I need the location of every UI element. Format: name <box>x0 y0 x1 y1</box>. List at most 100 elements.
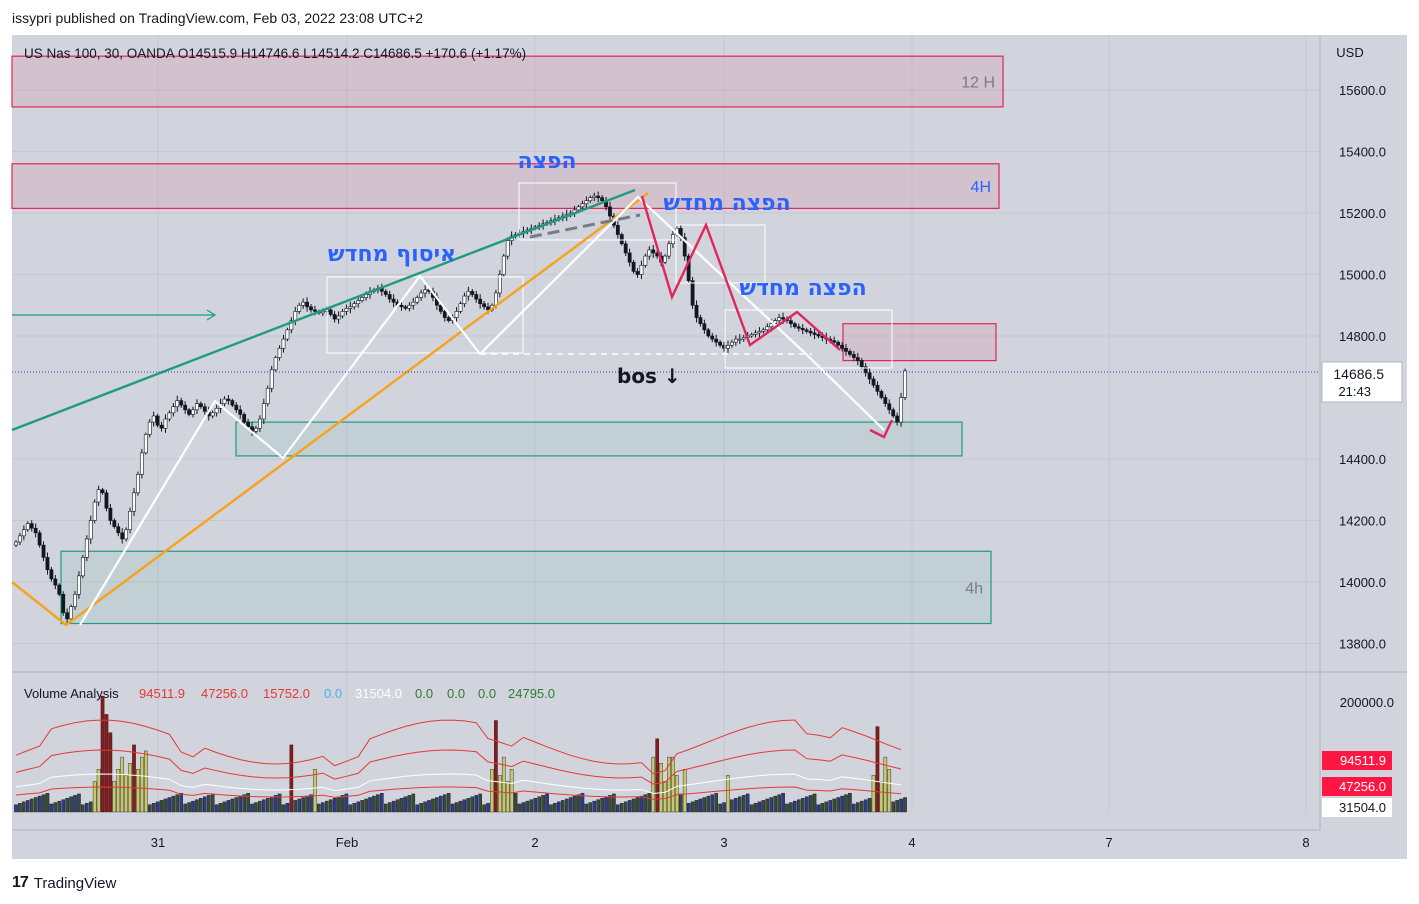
volume-bar <box>726 775 730 813</box>
volume-bar <box>800 798 805 813</box>
volume-bar <box>446 792 451 813</box>
candle-body <box>139 452 144 475</box>
volume-bar <box>501 756 506 813</box>
volume-bar <box>584 803 589 813</box>
volume-bar <box>486 803 490 813</box>
volume-bar <box>899 798 903 813</box>
candle-body <box>446 317 451 321</box>
volume-bar <box>124 775 128 813</box>
candle-body <box>663 255 667 263</box>
volume-bar <box>246 792 250 813</box>
volume-bar <box>187 802 191 813</box>
candle-body <box>73 593 77 607</box>
volume-bar <box>667 756 671 813</box>
volume-bar <box>242 794 246 813</box>
volume-bar <box>808 795 813 813</box>
candle-body <box>151 415 156 423</box>
volume-bar <box>852 803 856 813</box>
volume-bar <box>781 792 785 813</box>
candle-body <box>136 474 140 494</box>
volume-bar <box>631 798 636 813</box>
volume-bar <box>301 797 305 813</box>
candle-body <box>273 357 278 371</box>
candle-body <box>195 403 199 411</box>
candle-body <box>895 415 900 423</box>
volume-bar <box>336 796 341 813</box>
volume-header-value: 0.0 <box>447 686 465 701</box>
volume-bar <box>604 796 608 813</box>
candle-body <box>309 306 313 311</box>
volume-bar <box>352 803 357 813</box>
candle-body <box>608 206 612 217</box>
candle-body <box>494 292 498 306</box>
candle-body <box>643 255 648 266</box>
volume-bar <box>682 769 687 813</box>
candle-body <box>407 304 412 309</box>
volume-bar <box>836 797 840 813</box>
candle-body <box>863 366 868 374</box>
candle-body <box>851 354 856 358</box>
candle-body <box>486 306 490 311</box>
volume-bar <box>616 804 620 813</box>
volume-bar <box>494 720 498 813</box>
range-box <box>518 182 677 241</box>
volume-bar <box>773 795 777 813</box>
volume-bar <box>513 792 518 813</box>
candle-body <box>356 300 361 305</box>
volume-bar <box>391 800 396 813</box>
candle-body <box>474 294 479 300</box>
candle-body <box>423 289 427 294</box>
candle-body <box>104 492 109 509</box>
annotations: הפצה הפצה מחדש איסוף מחדש הפצה מחדש bos ↓ <box>328 149 867 388</box>
volume-bar <box>659 763 663 813</box>
candle-body <box>143 434 148 454</box>
candle-body <box>45 557 50 571</box>
volume-price-tag <box>1322 751 1392 770</box>
candle-body <box>277 347 282 358</box>
volume-bar <box>730 799 734 813</box>
volume-bar <box>844 794 848 813</box>
volume-bar <box>132 744 136 813</box>
candle-body <box>84 538 89 558</box>
volume-price-tag <box>1322 777 1392 796</box>
price-tick: 15000.0 <box>1339 268 1386 283</box>
volume-bar <box>104 714 109 813</box>
volume-bar <box>53 802 58 813</box>
candle-body <box>112 520 117 527</box>
volume-bar <box>789 802 793 813</box>
candle-body <box>116 526 121 534</box>
candle-body <box>698 317 703 324</box>
volume-bar <box>820 803 825 813</box>
volume-bar <box>348 804 353 813</box>
candle-body <box>88 520 93 540</box>
volume-bar <box>812 793 817 813</box>
volume-bar <box>521 802 526 813</box>
volume-bar <box>454 802 459 813</box>
candle-body <box>77 575 81 595</box>
candle-body <box>108 507 113 521</box>
candle-body <box>871 378 876 386</box>
candle-body <box>773 320 778 324</box>
volume-bar <box>557 801 561 813</box>
candle-body <box>222 398 227 404</box>
zigzag-pink-arrow <box>869 419 894 439</box>
candle-body <box>120 532 125 540</box>
candle-body <box>848 351 852 355</box>
volume-bar <box>427 800 431 813</box>
volume-bar <box>749 804 754 813</box>
candle-body <box>281 338 286 349</box>
volume-bar <box>761 800 766 813</box>
candle-body <box>836 341 841 346</box>
candle-body <box>478 298 483 305</box>
volume-bar <box>195 799 199 813</box>
candle-body <box>737 338 742 341</box>
candle-body <box>348 306 353 309</box>
volume-bar <box>14 804 18 813</box>
volume-bar <box>671 756 675 813</box>
volume-bar <box>439 795 443 813</box>
volume-bar <box>277 793 282 813</box>
candle-body <box>242 414 247 423</box>
price-tick: 14800.0 <box>1339 329 1386 344</box>
volume-bar <box>309 794 313 813</box>
